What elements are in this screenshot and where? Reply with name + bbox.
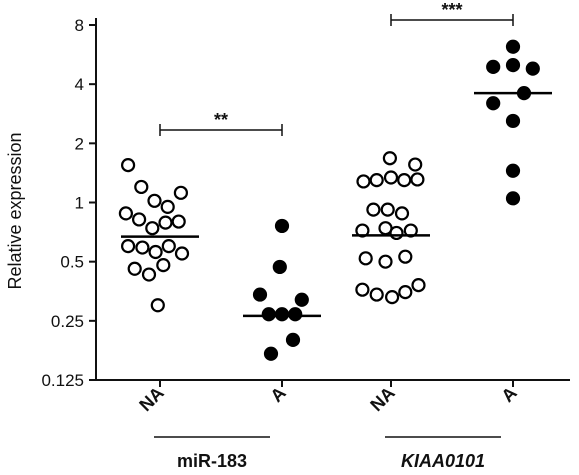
x-category-label: A: [266, 383, 289, 406]
significance-label: ***: [441, 0, 462, 20]
data-point-open: [173, 185, 188, 200]
data-point-filled: [294, 292, 309, 307]
data-point-open: [397, 173, 412, 188]
data-point-open: [160, 199, 175, 214]
data-point-open: [378, 254, 393, 269]
y-tick-label: 2: [75, 134, 84, 153]
data-point-open: [411, 277, 426, 293]
data-point-open: [355, 282, 370, 297]
data-point-open: [369, 287, 384, 302]
data-point-open: [121, 239, 136, 254]
data-point-filled: [486, 59, 501, 74]
data-point-open: [158, 215, 173, 230]
data-point-open: [394, 206, 410, 221]
data-point-filled: [274, 307, 290, 322]
x-category-labels: NA A NA A: [135, 380, 521, 415]
data-point-filled: [505, 191, 521, 206]
data-point-filled: [274, 218, 290, 234]
data-point-open: [121, 157, 136, 173]
data-point-open: [408, 157, 423, 172]
data-point-filled: [505, 58, 521, 73]
data-point-open: [171, 214, 186, 229]
data-point-open: [174, 246, 190, 261]
data-point-filled: [252, 287, 268, 302]
y-tick-label: 0.125: [41, 371, 84, 390]
data-point-open: [380, 202, 395, 217]
data-point-open: [356, 174, 371, 189]
data-point-filled: [505, 39, 521, 54]
y-tick-label: 0.25: [51, 312, 84, 331]
data-point-filled: [285, 332, 301, 347]
data-point-open: [141, 267, 157, 282]
y-tick-label: 0.5: [60, 253, 84, 272]
data-point-open: [358, 251, 373, 266]
data-point-open: [383, 170, 399, 185]
data-point-open: [145, 221, 160, 236]
data-point-filled: [505, 113, 521, 129]
data-point-open: [398, 249, 413, 264]
significance-label: **: [214, 110, 228, 130]
y-tick-label: 1: [75, 194, 84, 213]
x-category-label: NA: [135, 383, 168, 416]
data-point-open: [118, 206, 134, 221]
x-category-label: A: [497, 383, 520, 406]
data-point-open: [161, 239, 176, 254]
data-point-open: [147, 193, 162, 208]
y-ticks: 0.125 0.25 0.5 1 2 4 8: [41, 16, 96, 390]
data-point-open: [389, 225, 404, 241]
data-point-open: [156, 258, 171, 273]
data-point-open: [134, 179, 149, 195]
group-labels: miR-183 KIAA0101: [154, 436, 501, 471]
data-point-open: [385, 290, 400, 305]
y-axis-label: Relative expression: [5, 132, 25, 289]
data-point-open: [127, 261, 142, 276]
data-point-open: [382, 151, 397, 166]
data-point-open: [150, 298, 165, 313]
data-point-filled: [288, 307, 303, 322]
data-points: [118, 39, 540, 361]
y-tick-label: 8: [75, 16, 84, 35]
group-label: KIAA0101: [401, 451, 485, 471]
data-point-open: [148, 244, 163, 260]
data-point-filled: [272, 259, 287, 275]
data-point-open: [398, 285, 413, 300]
data-point-filled: [261, 307, 276, 322]
data-point-filled: [505, 163, 521, 178]
data-point-open: [135, 240, 150, 255]
data-point-open: [369, 173, 384, 188]
group-label: miR-183: [177, 451, 247, 471]
data-point-open: [410, 172, 425, 187]
data-point-open: [132, 212, 147, 227]
data-point-filled: [486, 96, 501, 111]
y-tick-label: 4: [75, 75, 84, 94]
median-lines: [121, 91, 552, 318]
significance-brackets: *****: [159, 0, 514, 136]
x-category-label: NA: [366, 383, 399, 416]
data-point-filled: [263, 346, 279, 361]
data-point-open: [366, 202, 381, 217]
data-point-filled: [525, 61, 540, 76]
